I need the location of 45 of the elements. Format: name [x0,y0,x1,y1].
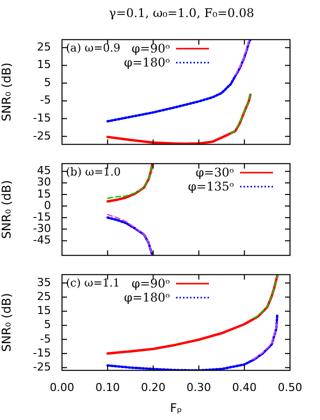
x-tick-label: 0.50 [278,380,302,394]
legend-label: φ=135ᵒ [188,180,234,194]
y-axis-title: SNR₀ (dB) [0,293,14,352]
annotation: (b) ω=1.0 [66,165,121,178]
x-axis-title: Fₚ [170,400,182,415]
x-tick-label: 0.30 [186,380,212,394]
y-tick-label: -15 [33,112,51,125]
x-tick-label: 0.00 [50,380,74,394]
y-tick-label: -25 [33,360,51,374]
y-tick-label: 15 [37,58,51,72]
y-tick-label: -15 [33,210,51,224]
y-tick-label: 30 [37,176,51,189]
y-tick-label: 25 [37,40,51,54]
y-tick-label: -15 [33,346,51,360]
annotation: (c) ω=1.1 [66,276,120,290]
line-series [234,40,251,76]
legend-label: φ=90ᵒ [132,42,170,56]
chart-title: γ=0.1, ω₀=1.0, F₀=0.08 [108,6,256,20]
x-tick-label: 0.40 [232,380,257,394]
y-axis-title: SNR₀ (dB) [0,62,14,122]
line-series [106,314,278,370]
y-tick-label: -5 [40,332,51,346]
y-tick-label: 45 [37,164,51,178]
y-tick-label: 15 [37,187,51,200]
y-axis-title: SNR₀ (dB) [0,180,14,239]
y-tick-label: -45 [33,234,51,247]
y-tick-label: -25 [33,129,51,142]
legend-label: φ=30ᵒ [196,166,234,180]
line-series [230,93,251,134]
y-tick-label: 5 [44,318,51,332]
y-tick-label: 35 [37,276,51,289]
y-tick-label: 5 [44,76,51,89]
legend-label: φ=90ᵒ [132,276,170,291]
y-tick-label: 0 [44,198,51,212]
x-tick-label: 0.20 [140,380,166,394]
y-tick-label: 25 [37,290,51,303]
y-tick-label: -30 [33,222,51,236]
legend-label: φ=180ᵒ [124,290,170,305]
y-tick-label: 15 [37,304,51,318]
line-series [252,274,278,319]
legend-label: φ=180ᵒ [124,56,170,70]
y-tick-label: -5 [40,94,51,107]
x-tick-label: 0.10 [95,380,120,394]
line-series [252,322,278,360]
annotation: (a) ω=0.9 [66,41,120,54]
